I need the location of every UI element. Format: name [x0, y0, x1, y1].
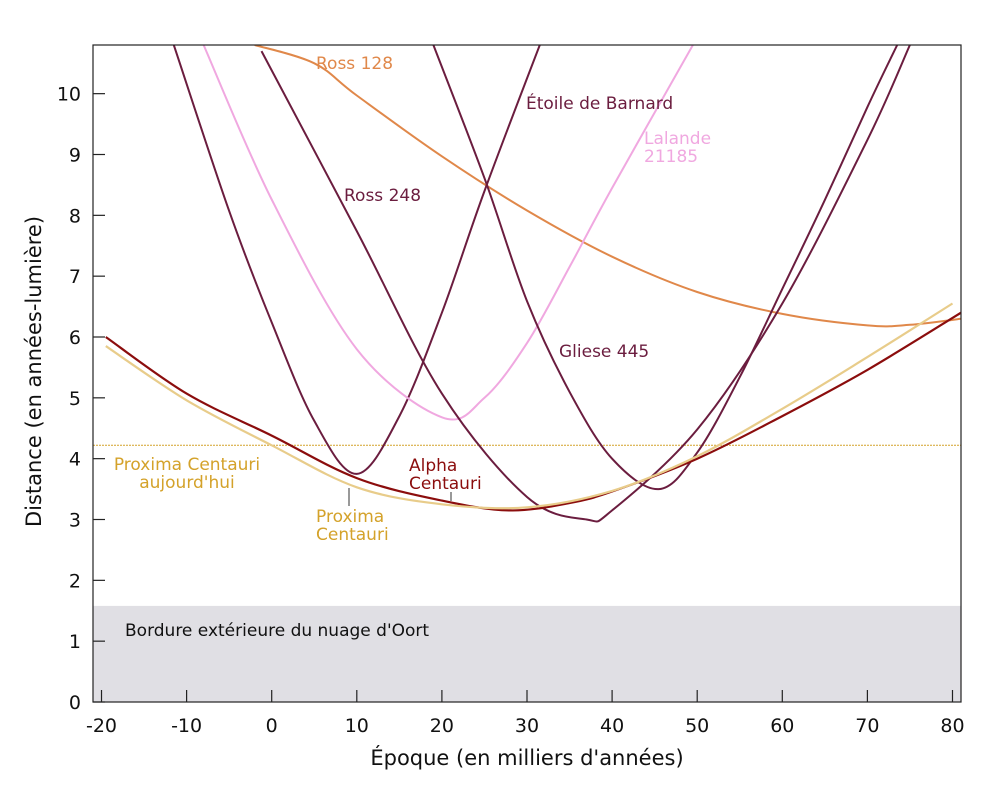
plot-frame — [92, 44, 962, 703]
x-tick-label: 10 — [345, 715, 369, 737]
x-tick-label: 50 — [685, 715, 709, 737]
series-label-proxima-centauri: Proxima Centauri — [316, 507, 389, 545]
series-line-proxima-centauri — [105, 302, 954, 510]
y-tick-label: 1 — [69, 631, 81, 653]
y-tick-label: 6 — [69, 327, 81, 349]
x-tick-label: 40 — [600, 715, 624, 737]
x-tick-label: -20 — [86, 715, 117, 737]
reference-line-group: Proxima Centauri aujourd'hui — [93, 444, 961, 493]
series-label-ross-128: Ross 128 — [316, 54, 393, 74]
y-tick-label: 5 — [69, 388, 81, 410]
y-axis-title: Distance (en années-lumière) — [22, 216, 46, 527]
y-tick-label: 4 — [69, 449, 81, 471]
y-tick-label: 8 — [69, 205, 81, 227]
series-label-line: Centauri — [316, 525, 389, 545]
oort-label: Bordure extérieure du nuage d'Oort — [125, 621, 429, 641]
series-label-line: Étoile de Barnard — [526, 92, 673, 114]
y-tick-label: 10 — [57, 84, 81, 106]
x-tick-label: -10 — [171, 715, 202, 737]
reference-line-label: Proxima Centauri aujourd'hui — [114, 455, 260, 493]
oort-band — [93, 605, 961, 702]
y-tick-label: 0 — [69, 692, 81, 714]
series-label-line: Alpha — [409, 456, 457, 476]
series-labels-group: Ross 128 Étoile de Barnard Lalande 21185 Ros… — [316, 54, 711, 545]
series-label-line: Proxima — [316, 507, 384, 527]
series-group — [105, 45, 961, 523]
series-label-lalande-21185: Lalande 21185 — [644, 129, 711, 167]
x-tick-label: 60 — [770, 715, 794, 737]
x-axis-title: Époque (en milliers d'années) — [370, 745, 683, 770]
y-tick-label: 7 — [69, 266, 81, 288]
series-line-lalande-21185 — [202, 45, 694, 421]
series-line-etoile-de-barnard — [172, 45, 541, 475]
y-tick-label: 9 — [69, 145, 81, 167]
series-label-line: Ross 128 — [316, 54, 393, 74]
x-tick-label: 80 — [940, 715, 964, 737]
series-label-line: Ross 248 — [344, 186, 421, 206]
series-label-gliese-445: Gliese 445 — [559, 342, 649, 362]
series-label-etoile-de-barnard: Étoile de Barnard — [526, 92, 673, 114]
series-line-ross-248 — [260, 45, 911, 523]
series-label-line: Lalande — [644, 129, 711, 149]
x-tick-label: 70 — [855, 715, 879, 737]
x-tick-label: 0 — [266, 715, 278, 737]
series-label-line: Centauri — [409, 474, 482, 494]
series-label-line: 21185 — [644, 147, 698, 167]
axes-group: -20 -10 0 10 20 30 40 50 60 70 80 0 1 2 3 4 5 6 7 8 9 10 — [57, 44, 965, 737]
series-label-line: Gliese 445 — [559, 342, 649, 362]
series-line-ross-128 — [254, 45, 961, 328]
x-tick-label: 30 — [515, 715, 539, 737]
series-label-alpha-centauri: Alpha Centauri — [409, 456, 482, 494]
series-line-gliese-445 — [432, 45, 899, 491]
series-line-alpha-centauri — [105, 311, 961, 512]
reference-line-label-line: aujourd'hui — [139, 473, 235, 493]
x-tick-label: 20 — [430, 715, 454, 737]
oort-region: Bordure extérieure du nuage d'Oort — [93, 605, 961, 702]
y-tick-label: 3 — [69, 510, 81, 532]
series-label-ross-248: Ross 248 — [344, 186, 421, 206]
reference-line-label-line: Proxima Centauri — [114, 455, 260, 475]
y-tick-label: 2 — [69, 570, 81, 592]
